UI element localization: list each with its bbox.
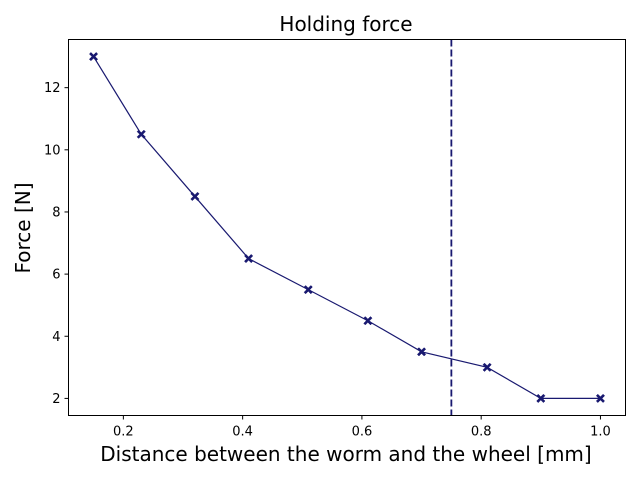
data-point-marker (536, 393, 546, 403)
y-axis: 2 4 6 8 10 12 (44, 81, 69, 407)
x-tick-label: 1.0 (590, 425, 611, 440)
data-point-marker (482, 362, 492, 372)
data-point-marker (190, 191, 200, 201)
series-line (93, 56, 601, 400)
data-point-marker (595, 393, 606, 403)
chart-title: Holding force (279, 12, 412, 36)
y-tick-label: 12 (44, 81, 61, 96)
x-tick-label: 0.6 (352, 425, 373, 440)
y-tick-label: 6 (52, 268, 60, 283)
x-tick-label: 0.4 (232, 425, 253, 440)
x-tick-label: 0.2 (113, 425, 134, 440)
y-tick-label: 8 (52, 205, 60, 220)
x-axis: 0.2 0.4 0.6 0.8 1.0 (113, 415, 611, 440)
plot-area (88, 39, 606, 416)
data-point-marker (303, 285, 313, 295)
data-point-marker (363, 316, 373, 326)
y-axis-title: Force [N] (11, 182, 35, 273)
plot-frame (68, 39, 626, 416)
data-point-marker (136, 129, 146, 139)
y-tick-label: 10 (44, 143, 61, 158)
x-tick-label: 0.8 (471, 425, 492, 440)
x-axis-title: Distance between the worm and the wheel … (100, 442, 591, 466)
data-point-marker (88, 52, 99, 62)
y-tick-label: 4 (52, 330, 60, 345)
data-point-marker (244, 254, 254, 264)
data-point-marker (416, 347, 427, 357)
y-tick-label: 2 (52, 392, 60, 407)
